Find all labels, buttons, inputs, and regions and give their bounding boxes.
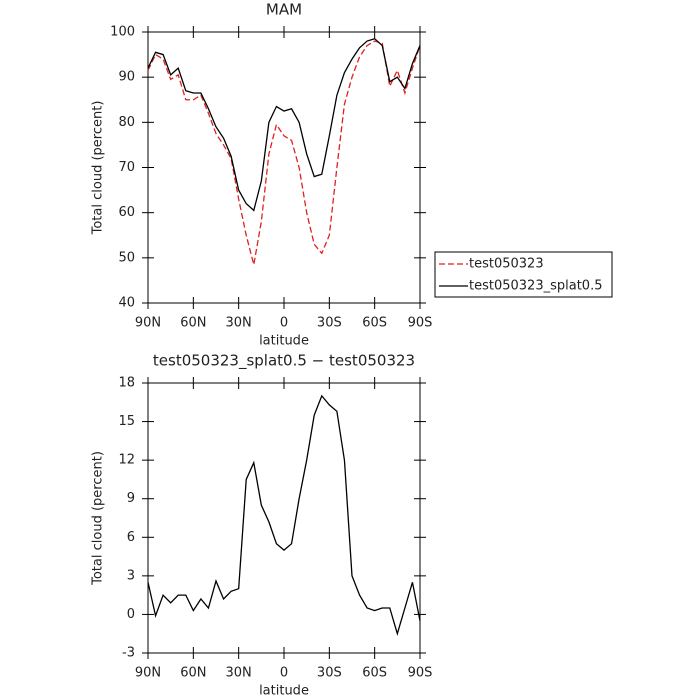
x-tick-label: 90N [135,666,161,681]
x-axis-label: latitude [259,684,309,699]
x-tick-label: 30S [317,666,342,681]
y-tick-label: 50 [118,250,135,265]
chart-title: MAM [266,1,302,19]
legend-label: test050323 [469,257,544,272]
x-tick-label: 60S [362,316,387,331]
x-tick-label: 90S [408,316,433,331]
x-tick-label: 60N [180,666,206,681]
x-tick-label: 60S [362,666,387,681]
x-axis-label: latitude [259,334,309,349]
legend-box [434,251,613,298]
chart-title: test050323_splat0.5 − test050323 [153,352,415,371]
y-tick-label: 18 [118,376,135,391]
y-tick-label: 3 [127,568,135,583]
y-tick-label: 6 [127,530,135,545]
y-tick-label: 100 [110,25,135,40]
x-tick-label: 30N [226,316,252,331]
x-tick-label: 90N [135,316,161,331]
plot-frame [147,382,421,654]
y-axis-label: Total cloud (percent) [91,101,106,236]
x-tick-label: 0 [280,316,288,331]
y-tick-label: -3 [122,646,135,661]
y-tick-label: 15 [118,414,135,429]
y-tick-label: 12 [118,453,135,468]
y-tick-label: 80 [118,115,135,130]
y-tick-label: 40 [118,296,135,311]
y-tick-label: 70 [118,160,135,175]
data-line [147,394,421,637]
y-axis-label: Total cloud (percent) [91,451,106,586]
y-tick-label: 90 [118,70,135,85]
x-tick-label: 60N [180,316,206,331]
legend-label: test050323_splat0.5 [469,279,602,294]
data-line [147,38,421,212]
x-tick-label: 0 [280,666,288,681]
y-tick-label: 0 [127,607,135,622]
y-tick-label: 9 [127,491,135,506]
plot-frame [147,31,421,304]
y-tick-label: 60 [118,205,135,220]
data-line [147,40,421,265]
x-tick-label: 90S [408,666,433,681]
x-tick-label: 30N [226,666,252,681]
x-tick-label: 30S [317,316,342,331]
